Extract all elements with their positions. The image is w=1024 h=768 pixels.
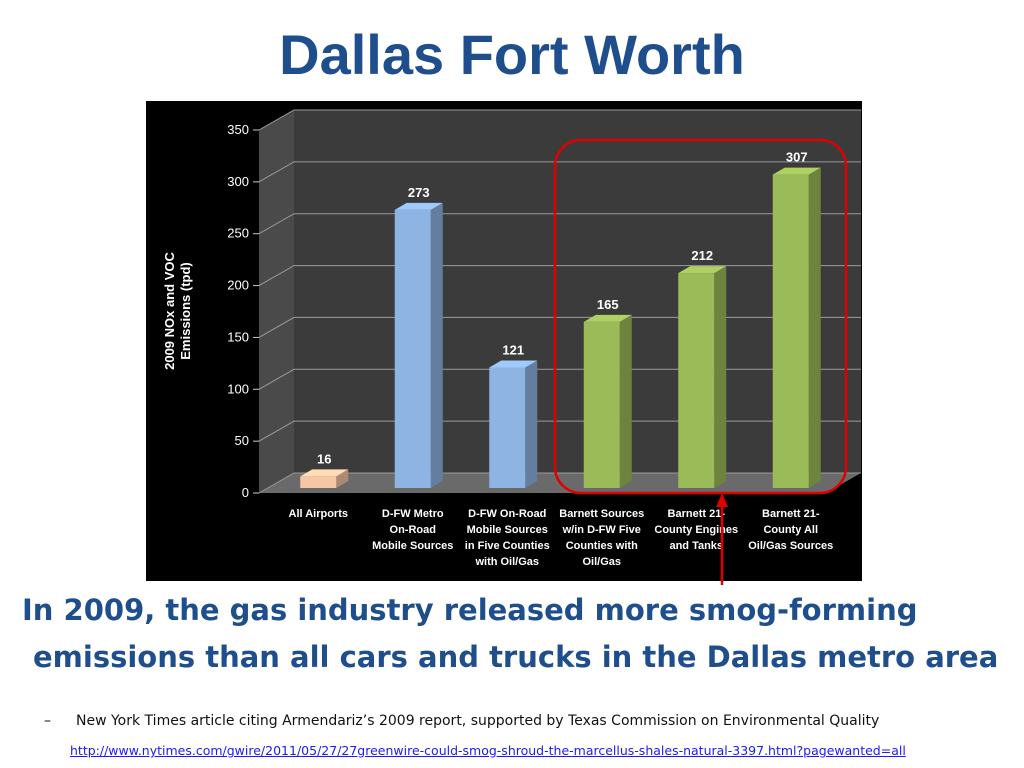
bar [583, 321, 620, 488]
bar-side [430, 202, 443, 489]
chart-floor [259, 473, 861, 493]
y-tick-label: 350 [227, 122, 249, 137]
bar-side [525, 360, 538, 488]
data-label: 165 [597, 297, 619, 312]
x-tick-label-line: w/in D-FW Five [562, 524, 641, 536]
data-label: 121 [502, 343, 524, 358]
bar [772, 174, 809, 488]
x-tick-label-line: D-FW On-Road [468, 508, 546, 520]
x-tick-label-line: On-Road [390, 524, 436, 536]
x-tick-label: All Airports [289, 508, 349, 520]
source-citation: – New York Times article citing Armendari… [44, 713, 879, 729]
x-tick-label-line: Oil/Gas [582, 556, 621, 568]
caption-line-1: In 2009, the gas industry released more … [22, 593, 918, 627]
x-tick-label-line: Barnett 21- [668, 508, 726, 520]
x-tick-label: Barnett Sources w/in D-FW Five Counties wi… [559, 508, 644, 568]
y-tick-label: 100 [227, 381, 249, 396]
x-tick-label-line: Barnett Sources [559, 508, 644, 520]
bar [678, 273, 715, 488]
bar-side [619, 314, 632, 488]
x-tick-label-line: Counties with [566, 540, 638, 552]
bar [300, 476, 337, 488]
x-tick-label-line: Mobile Sources [467, 524, 548, 536]
x-tick-label-line: Mobile Sources [372, 540, 453, 552]
x-tick-label: Barnett 21- County Engines and Tanks [654, 508, 738, 552]
x-tick-label-line: County Engines [654, 524, 738, 536]
y-tick-label: 0 [242, 485, 249, 500]
y-axis-label: 2009 NOx and VOCEmissions (tpd) [162, 252, 193, 370]
bullet-dash: – [44, 713, 51, 729]
bar-side [336, 469, 349, 488]
x-tick-label-line: County All [763, 524, 818, 536]
y-tick-label: 250 [227, 226, 249, 241]
chart-panel: 0 50 100 150 200 250 300 350 2009 NOx and VOCEmi… [146, 101, 862, 581]
x-tick-label-line: Oil/Gas Sources [748, 540, 833, 552]
bar-side [808, 167, 821, 488]
x-tick-label: D-FW Metro On-Road Mobile Sources [372, 508, 453, 552]
gridline [258, 109, 861, 131]
caption-line-2: emissions than all cars and trucks in th… [33, 640, 999, 674]
source-link[interactable]: http://www.nytimes.com/gwire/2011/05/27/… [70, 743, 906, 758]
bar-top [394, 202, 443, 210]
data-label: 307 [786, 150, 808, 165]
bar-chart: 0 50 100 150 200 250 300 350 2009 NOx and VOCEmi… [162, 109, 861, 568]
bar-top [489, 360, 538, 368]
y-axis-label-line: 2009 NOx and VOC [162, 252, 177, 370]
y-tick-label: 300 [227, 174, 249, 189]
y-axis-label-line: Emissions (tpd) [178, 262, 193, 360]
y-tick-label: 50 [235, 433, 249, 448]
data-label: 16 [317, 451, 331, 466]
source-text: New York Times article citing Armendariz… [76, 713, 880, 729]
bar [489, 367, 526, 488]
x-tick-label-line: All Airports [289, 508, 349, 520]
slide-title: Dallas Fort Worth [279, 23, 745, 86]
x-tick-label-line: in Five Counties [465, 540, 550, 552]
chart-side-wall [259, 110, 294, 493]
y-tick-label: 150 [227, 329, 249, 344]
x-tick-label: D-FW On-Road Mobile Sources in Five Counti… [465, 508, 550, 568]
bar [394, 209, 431, 489]
bar-top [300, 469, 349, 477]
x-tick-label: Barnett 21- County All Oil/Gas Sources [748, 508, 833, 552]
data-label: 273 [408, 185, 430, 200]
x-tick-label-line: D-FW Metro [382, 508, 444, 520]
x-tick-label-line: and Tanks [669, 540, 723, 552]
bar-side [714, 266, 727, 488]
y-tick-label: 200 [227, 278, 249, 293]
data-label: 212 [691, 248, 713, 263]
x-tick-label-line: with Oil/Gas [474, 556, 539, 568]
x-tick-label-line: Barnett 21- [762, 508, 820, 520]
